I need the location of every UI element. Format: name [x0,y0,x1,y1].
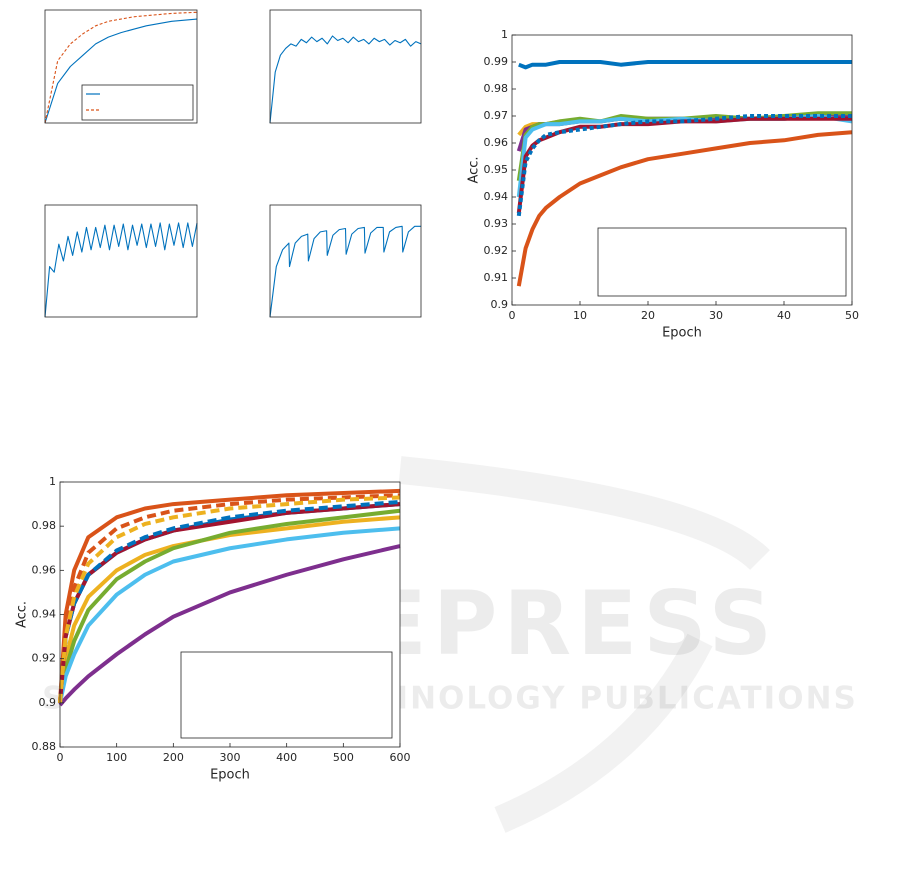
x-tick-label: 0 [57,751,64,764]
legend-box [597,227,847,297]
series-line [518,60,852,70]
legend-box [180,651,393,739]
series-line [58,495,401,704]
series-line [269,35,422,124]
watermark-swoosh [398,456,770,833]
x-tick-label: 200 [163,751,184,764]
legend-box [81,84,194,121]
series-line [44,11,198,124]
axes-frame [269,204,422,318]
x-tick-label: 500 [333,751,354,764]
x-tick-label: 20 [641,309,655,322]
y-axis-label: Acc. [467,156,482,183]
y-tick-label: 0.97 [484,109,509,122]
x-tick-label: 0 [509,309,516,322]
y-tick-label: 0.98 [484,82,509,95]
y-axis-label: Acc. [15,601,30,628]
series-group [269,35,422,124]
y-tick-label: 0.96 [484,136,509,149]
series-line [58,526,401,704]
axes-frame [44,204,198,318]
series-line [44,18,198,124]
y-tick-label: 0.96 [32,563,57,576]
series-line [269,225,421,318]
y-tick-label: 0.95 [484,163,509,176]
y-tick-label: 0.91 [484,271,509,284]
y-tick-label: 0.9 [491,298,509,311]
y-tick-label: 0.94 [484,190,509,203]
y-tick-label: 0.88 [32,740,57,753]
x-axis-label: Epoch [210,768,250,783]
x-tick-label: 300 [220,751,241,764]
series-group [516,60,853,287]
x-tick-label: 600 [390,751,411,764]
y-tick-label: 0.9 [39,696,57,709]
x-tick-label: 40 [777,309,791,322]
y-tick-label: 0.94 [32,608,57,621]
series-line [58,515,401,704]
y-tick-label: 1 [49,475,56,488]
series-line [58,544,401,707]
y-tick-label: 0.92 [32,652,57,665]
series-line [58,493,401,703]
x-tick-label: 30 [709,309,723,322]
series-group [44,11,198,124]
series-line [516,114,852,217]
plot-area [270,10,421,123]
plot-area [45,205,197,317]
x-tick-label: 50 [845,309,859,322]
x-axis-label: Epoch [662,326,702,341]
series-group [44,222,198,318]
series-group [269,225,421,318]
series-line [44,222,198,318]
y-tick-label: 0.99 [484,55,509,68]
axes-frame [269,9,422,124]
series-line [58,508,401,704]
y-tick-label: 0.92 [484,244,509,257]
y-tick-label: 1 [501,28,508,41]
series-group [58,488,401,707]
x-tick-label: 100 [106,751,127,764]
x-tick-label: 10 [573,309,587,322]
y-tick-label: 0.93 [484,217,509,230]
series-line [58,488,401,703]
x-tick-label: 400 [276,751,297,764]
axes-frame [44,9,198,124]
plot-area [270,205,421,317]
y-tick-label: 0.98 [32,519,57,532]
series-line [516,130,853,287]
